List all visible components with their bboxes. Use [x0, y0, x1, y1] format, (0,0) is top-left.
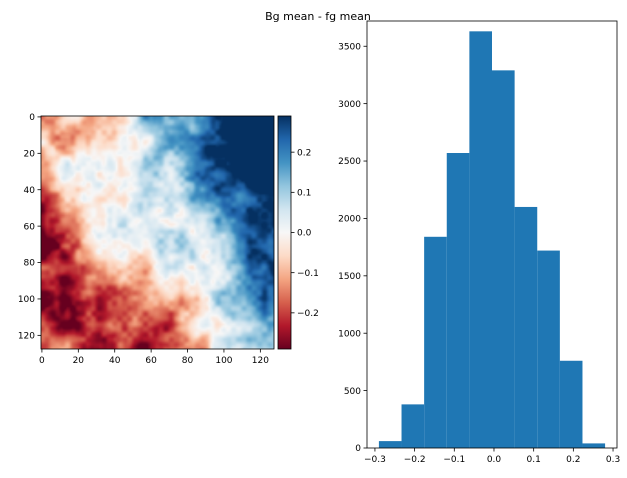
histogram-bar — [559, 360, 583, 448]
histogram-frame — [366, 20, 618, 449]
histogram-bar — [469, 31, 492, 448]
heatmap-xtick-label: 120 — [252, 356, 269, 366]
colorbar-tick-label: 0.2 — [297, 148, 311, 158]
histogram-panel: −0.3 −0.2 −0.1 0.0 0.1 0.2 0.3 0 500 1000 1500 200… — [338, 20, 620, 465]
histogram-y-axis: 0 500 1000 1500 2000 2500 3000 3500 — [338, 42, 367, 454]
colorbar-tick-label: −0.1 — [297, 269, 319, 279]
heatmap-xtick-label: 40 — [109, 356, 121, 366]
histogram-ytick-label: 2500 — [338, 157, 361, 167]
figure-title: Bg mean - fg mean — [265, 10, 371, 23]
histogram-bar — [492, 70, 515, 448]
heatmap-panel: 0 20 40 60 80 100 120 0 20 40 60 80 100 120 — [18, 113, 275, 366]
histogram-bar — [514, 206, 538, 448]
histogram-xtick-label: −0.1 — [443, 455, 465, 465]
histogram-bar — [582, 443, 606, 448]
colorbar-tick-label: 0.1 — [297, 189, 311, 199]
heatmap-xtick-label: 60 — [145, 356, 157, 366]
heatmap-xtick-label: 20 — [73, 356, 85, 366]
heatmap-frame — [40, 115, 275, 350]
histogram-bar — [378, 441, 402, 448]
histogram-ytick-label: 3000 — [338, 100, 361, 110]
heatmap-image — [41, 116, 274, 349]
histogram-bars — [378, 31, 606, 448]
heatmap-x-axis: 0 20 40 60 80 100 120 — [39, 349, 269, 366]
heatmap-ytick-label: 40 — [24, 186, 36, 196]
histogram-ytick-label: 1500 — [338, 272, 361, 282]
heatmap-ytick-label: 60 — [24, 222, 36, 232]
histogram-ytick-label: 3500 — [338, 42, 361, 52]
histogram-xtick-label: 0.1 — [527, 455, 541, 465]
colorbar-tick-label: 0.0 — [297, 229, 312, 239]
colorbar: −0.2 −0.1 0.0 0.1 0.2 — [277, 115, 319, 350]
histogram-x-axis: −0.3 −0.2 −0.1 0.0 0.1 0.2 0.3 — [364, 448, 620, 465]
histogram-ytick-label: 1000 — [338, 329, 361, 339]
colorbar-gradient — [278, 116, 291, 349]
histogram-xtick-label: 0.3 — [606, 455, 620, 465]
colorbar-axis: −0.2 −0.1 0.0 0.1 0.2 — [291, 148, 319, 319]
histogram-ytick-label: 2000 — [338, 215, 361, 225]
histogram-ytick-label: 0 — [355, 444, 361, 454]
heatmap-ytick-label: 0 — [29, 113, 35, 123]
histogram-bar — [446, 153, 470, 448]
histogram-bar — [537, 250, 560, 448]
histogram-xtick-label: −0.2 — [404, 455, 426, 465]
histogram-bar — [401, 404, 425, 448]
heatmap-ytick-label: 20 — [24, 150, 36, 160]
histogram-bar — [424, 236, 447, 448]
colorbar-tick-label: −0.2 — [297, 309, 319, 319]
heatmap-xtick-label: 0 — [39, 356, 45, 366]
histogram-xtick-label: 0.2 — [566, 455, 580, 465]
heatmap-ytick-label: 100 — [18, 295, 35, 305]
histogram-ytick-label: 500 — [344, 387, 361, 397]
heatmap-ytick-label: 80 — [24, 259, 36, 269]
heatmap-xtick-label: 100 — [215, 356, 232, 366]
heatmap-y-axis: 0 20 40 60 80 100 120 — [18, 113, 41, 342]
heatmap-xtick-label: 80 — [182, 356, 194, 366]
histogram-xtick-label: −0.3 — [364, 455, 386, 465]
histogram-xtick-label: 0.0 — [487, 455, 502, 465]
heatmap-ytick-label: 120 — [18, 332, 35, 342]
